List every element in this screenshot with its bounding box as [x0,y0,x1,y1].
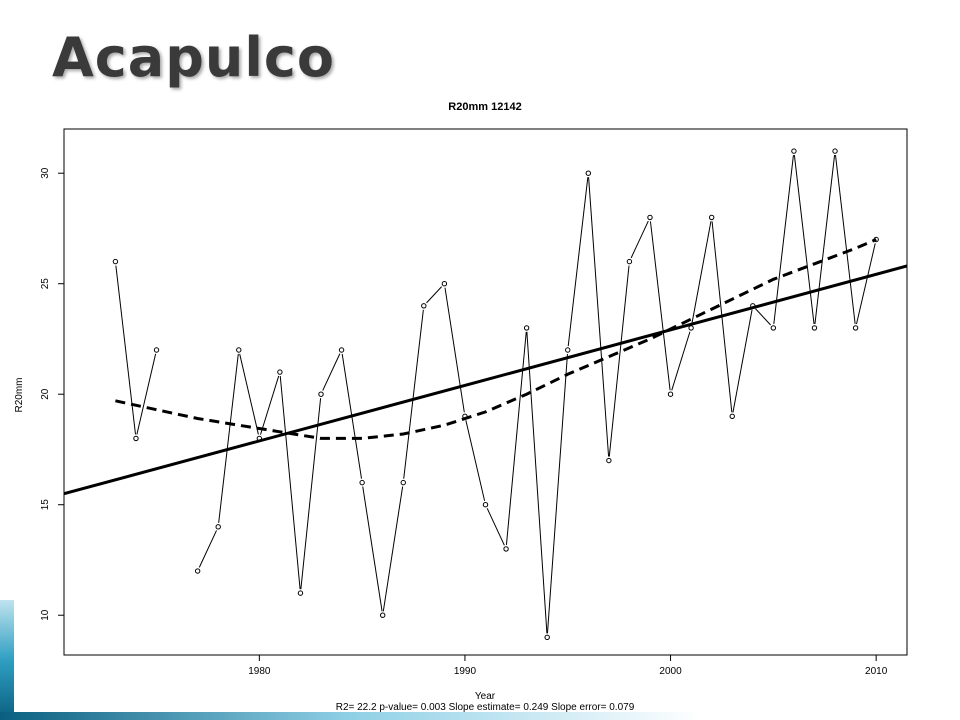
data-point [441,281,448,287]
series-segment [835,155,856,324]
x-tick-label: 2000 [659,666,682,677]
x-axis: 1980 1990 2000 2010 [248,655,888,677]
data-point [503,546,509,552]
series-segment [382,486,404,612]
data-point [585,170,592,176]
decorative-bottom-strip [0,712,700,720]
data-point [544,634,550,641]
data-point [153,347,160,353]
series-segment [465,420,486,501]
chart-footer-stats: R2= 22.2 p-value= 0.003 Slope estimate= … [336,702,635,713]
data-point [379,612,386,618]
series-segment [486,508,505,546]
series-segment [362,486,383,612]
series-segment [856,243,876,325]
data-point [482,502,489,508]
series-segment [567,177,589,347]
y-tick-label: 10 [40,609,51,621]
chart-title: R20mm 12142 [448,101,521,113]
series-segment [814,155,836,324]
series-segment [403,309,424,479]
data-point [338,347,345,353]
series-segment [505,331,527,545]
series-segment [732,309,753,413]
series-segment [218,353,239,523]
x-tick-label: 1990 [454,666,477,677]
data-point [647,214,653,221]
x-axis-label: Year [475,691,496,702]
y-tick-label: 30 [40,167,51,179]
data-point [852,325,859,331]
series-segment [115,265,136,435]
series-segment [588,177,610,457]
series-segment [260,375,280,435]
series-segment [198,530,217,568]
data-point [523,325,530,331]
y-axis: 10 15 20 25 30 [40,167,64,621]
data-point [729,413,735,420]
data-point [565,347,571,353]
data-point [832,148,838,154]
data-point [359,479,365,486]
data-point [421,303,427,309]
data-point [318,391,324,397]
decorative-side-band [0,600,14,720]
linear-trend-line [64,264,907,496]
series-segment [608,265,630,457]
series-segment [671,331,691,391]
series-segment [691,221,712,325]
data-point [400,479,406,486]
data-point [688,325,694,331]
data-point [791,148,797,154]
data-point [277,369,283,375]
y-tick-label: 25 [40,278,51,290]
smoothed-dashed-line [115,238,877,440]
series-segment [793,155,815,324]
x-tick-label: 1980 [248,666,271,677]
series-segment [322,353,341,391]
y-axis-label: R20mm [14,377,25,412]
series-segment [426,286,443,304]
data-point [112,258,119,265]
y-tick-label: 20 [40,388,51,400]
series-segment [630,220,649,259]
slide-title: Acapulco [52,26,335,89]
series-segment [649,221,671,391]
series-segment [526,331,548,634]
data-point [606,457,612,464]
data-point [770,325,777,331]
series-segment [300,398,322,590]
series-segment [136,353,157,435]
data-point [626,258,633,265]
plot-frame [63,128,908,656]
data-point [194,568,201,574]
series-segment [755,308,771,326]
data-point [297,590,304,596]
data-point [811,325,818,331]
series-segment [444,287,465,413]
series-segment [546,353,568,634]
series-segment [279,376,301,590]
y-tick-label: 15 [40,499,51,511]
data-point [667,391,674,397]
data-point [708,214,715,221]
data-point [133,435,139,442]
r20mm-chart: R20mm 12142 1980 1990 2000 2010 1015202530 … [14,101,908,713]
series-segment [239,353,259,435]
series-segment [773,155,794,324]
x-tick-label: 2010 [865,666,888,677]
plot-area [64,148,907,641]
data-point [236,347,242,353]
data-point [215,524,221,530]
